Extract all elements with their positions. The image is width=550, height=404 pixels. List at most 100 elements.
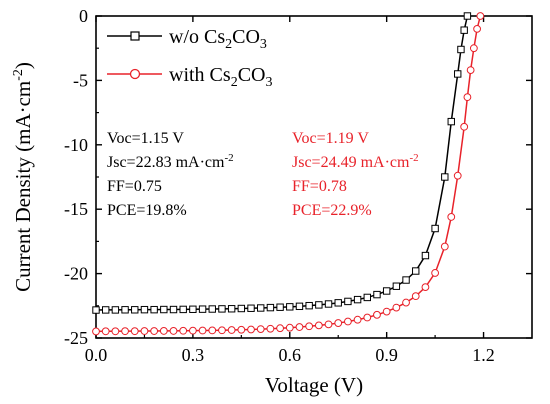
ann-right-ff: FF=0.78	[292, 178, 347, 195]
legend: w/o Cs2CO3 with Cs2CO3	[107, 26, 272, 90]
svg-text:with Cs2CO3: with Cs2CO3	[169, 64, 272, 90]
ann-left-ff: FF=0.75	[107, 178, 162, 195]
data-point	[276, 303, 284, 311]
data-point	[150, 305, 158, 314]
data-point	[111, 306, 120, 314]
data-point	[421, 283, 430, 292]
y-tick-label: -5	[73, 70, 88, 90]
data-point	[463, 93, 472, 102]
data-point	[247, 304, 255, 312]
data-point	[257, 304, 265, 312]
annotation-right: Voc=1.19 V Jsc=24.49 mA·cm-2 FF=0.78 PCE…	[292, 130, 419, 219]
data-point	[121, 306, 129, 314]
y-tick-label: -25	[64, 328, 88, 348]
data-point	[227, 305, 236, 313]
data-point	[218, 326, 226, 335]
x-axis-ticks: 0.0 0.3 0.6 0.9 1.2	[85, 16, 495, 365]
legend-item-wo: w/o Cs2CO3	[107, 26, 267, 52]
ann-right-pce: PCE=22.9%	[292, 202, 372, 219]
data-point	[285, 323, 294, 332]
svg-text:w/o Cs2CO3: w/o Cs2CO3	[169, 26, 267, 52]
data-point	[218, 305, 226, 313]
data-point	[373, 310, 381, 319]
data-point	[431, 224, 439, 233]
data-point	[473, 24, 481, 33]
data-point	[169, 305, 178, 314]
ann-right-jsc: Jsc=24.49 mA·cm-2	[292, 152, 419, 171]
legend-circle-marker	[129, 68, 141, 80]
data-point	[431, 269, 440, 277]
data-point	[402, 298, 410, 307]
data-point	[324, 320, 333, 329]
ann-right-voc: Voc=1.19 V	[292, 130, 369, 147]
data-point	[188, 326, 197, 335]
plot-frame	[95, 15, 533, 339]
data-point	[373, 290, 381, 299]
series-0	[92, 12, 472, 314]
data-point	[463, 12, 472, 20]
data-point	[344, 297, 352, 306]
data-point	[169, 327, 178, 335]
data-point	[440, 242, 449, 251]
data-point	[454, 70, 462, 78]
data-point	[140, 327, 149, 335]
data-point	[411, 292, 420, 301]
x-tick-label: 0.6	[279, 345, 302, 365]
data-point	[208, 326, 217, 335]
data-point	[295, 302, 304, 311]
data-point	[363, 313, 372, 322]
data-point	[353, 315, 362, 324]
ann-left-voc: Voc=1.15 V	[107, 130, 184, 147]
data-point	[412, 267, 420, 275]
data-point	[363, 293, 371, 302]
data-point	[92, 327, 100, 336]
data-point	[101, 327, 110, 336]
data-point	[305, 301, 313, 310]
x-tick-label: 0.9	[375, 345, 398, 365]
data-point	[179, 305, 187, 314]
data-point	[334, 319, 343, 327]
data-point	[353, 295, 362, 304]
data-point	[457, 45, 465, 54]
data-point	[314, 321, 323, 330]
data-point	[469, 44, 478, 53]
y-axis-ticks: 0 -5 -10 -15 -20 -25	[64, 6, 532, 348]
x-tick-label: 0.3	[182, 345, 205, 365]
x-axis-title: Voltage (V)	[265, 373, 363, 397]
series-layer	[92, 12, 485, 336]
y-axis-title-exp: -2	[11, 69, 26, 81]
data-point	[447, 117, 455, 126]
data-point	[447, 213, 456, 221]
data-point	[189, 305, 197, 313]
data-point	[392, 303, 401, 312]
data-point	[208, 305, 216, 313]
y-tick-label: 0	[79, 6, 88, 26]
svg-text:Current Density (mA·cm-2): Current Density (mA·cm-2)	[11, 62, 35, 292]
data-point	[237, 304, 246, 313]
data-point	[160, 305, 168, 314]
data-point	[402, 276, 410, 284]
data-point	[198, 305, 207, 313]
data-point	[286, 303, 294, 311]
data-point	[266, 303, 275, 312]
data-point	[111, 327, 120, 336]
data-point	[453, 171, 462, 180]
data-point	[256, 325, 265, 334]
data-point	[92, 306, 100, 314]
data-point	[315, 301, 323, 309]
data-point	[382, 307, 391, 316]
x-tick-label: 1.2	[472, 345, 495, 365]
data-point	[382, 287, 391, 295]
legend-square-marker	[130, 31, 140, 41]
data-point	[101, 306, 110, 314]
data-point	[276, 324, 284, 333]
data-point	[237, 325, 246, 334]
data-point	[460, 26, 468, 34]
data-point	[179, 326, 188, 335]
data-point	[131, 306, 139, 314]
data-point	[247, 325, 255, 334]
y-axis-title-main: Current Density (mA·cm	[11, 81, 35, 292]
data-point	[324, 300, 333, 308]
data-point	[441, 173, 449, 181]
data-point	[305, 322, 314, 331]
